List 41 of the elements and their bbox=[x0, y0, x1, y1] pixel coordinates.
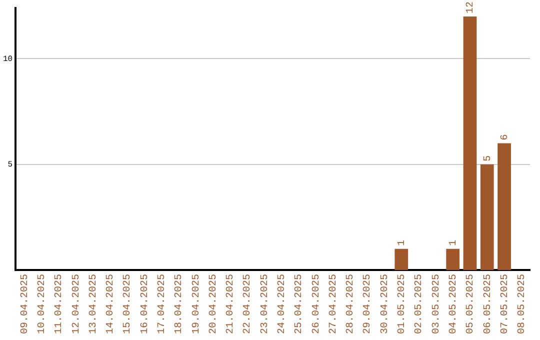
x-tick-label: 18.04.2025 bbox=[174, 274, 186, 334]
data-label: 5 bbox=[482, 155, 494, 162]
x-tick-label: 03.05.2025 bbox=[431, 274, 442, 334]
y-tick-label: 10 bbox=[2, 54, 13, 64]
x-tick-label: 19.04.2025 bbox=[191, 274, 202, 334]
x-tick-label: 12.04.2025 bbox=[71, 274, 82, 334]
bar bbox=[498, 143, 511, 270]
x-tick-label: 16.04.2025 bbox=[140, 274, 151, 334]
x-tick-label: 06.05.2025 bbox=[482, 274, 494, 334]
x-tick-label: 15.04.2025 bbox=[122, 274, 134, 334]
x-tick-label: 21.04.2025 bbox=[226, 274, 237, 334]
x-tick-label: 05.05.2025 bbox=[466, 274, 477, 334]
x-tick-label: 08.05.2025 bbox=[517, 274, 528, 334]
x-tick-label: 04.05.2025 bbox=[448, 274, 460, 334]
x-tick-label: 27.04.2025 bbox=[328, 274, 340, 334]
x-tick-label: 07.05.2025 bbox=[500, 274, 511, 334]
bar bbox=[463, 16, 477, 270]
x-tick-label: 13.04.2025 bbox=[88, 274, 100, 334]
data-label: 1 bbox=[448, 240, 460, 246]
x-tick-label: 09.04.2025 bbox=[20, 274, 31, 334]
x-tick-label: 10.04.2025 bbox=[36, 274, 48, 334]
bar bbox=[446, 248, 460, 270]
data-label: 1 bbox=[397, 240, 408, 246]
x-tick-label: 26.04.2025 bbox=[311, 274, 322, 334]
x-tick-label: 24.04.2025 bbox=[277, 274, 288, 334]
x-tick-label: 17.04.2025 bbox=[156, 274, 168, 334]
bar bbox=[394, 248, 408, 270]
x-tick-label: 01.05.2025 bbox=[397, 274, 408, 334]
bar bbox=[480, 164, 494, 270]
x-tick-label: 30.04.2025 bbox=[380, 274, 391, 334]
x-tick-label: 25.04.2025 bbox=[294, 274, 306, 334]
x-tick-label: 22.04.2025 bbox=[242, 274, 254, 334]
x-tick-label: 23.04.2025 bbox=[260, 274, 271, 334]
x-tick-label: 14.04.2025 bbox=[106, 274, 117, 334]
x-tick-label: 29.04.2025 bbox=[362, 274, 374, 334]
data-label: 6 bbox=[500, 134, 511, 140]
x-tick-label: 11.04.2025 bbox=[54, 274, 66, 334]
x-tick-label: 20.04.2025 bbox=[208, 274, 220, 334]
x-tick-label: 28.04.2025 bbox=[346, 274, 357, 334]
x-tick-label: 02.05.2025 bbox=[414, 274, 426, 334]
data-label: 12 bbox=[466, 1, 477, 14]
